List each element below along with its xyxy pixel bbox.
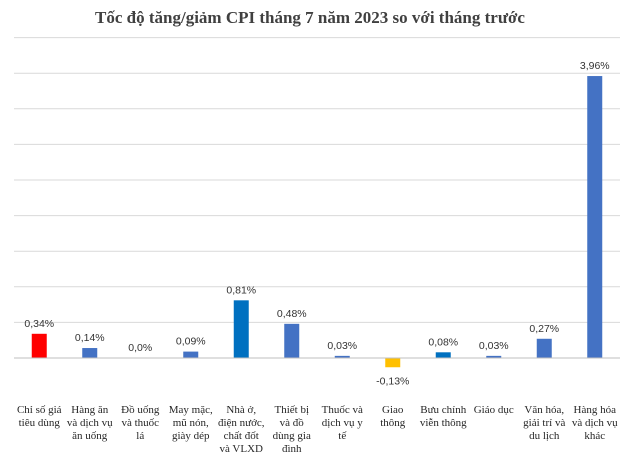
category-label-line: lá: [136, 430, 144, 442]
data-label: 0,27%: [529, 323, 559, 335]
data-label: -0,13%: [376, 375, 409, 387]
data-label: 0,48%: [277, 308, 307, 320]
category-label-line: Giao: [382, 404, 404, 416]
category-label-line: ăn uống: [72, 430, 108, 442]
category-label-line: thông: [380, 417, 406, 429]
data-label: 0,03%: [327, 340, 357, 352]
category-label-line: du lịch: [529, 430, 560, 442]
category-label-line: mũ nón,: [173, 417, 209, 429]
bar: [385, 358, 401, 368]
data-label: 0,81%: [226, 284, 256, 296]
category-label: Văn hóa, giải trí và du lịch: [523, 404, 565, 442]
data-label: 0,09%: [176, 336, 206, 348]
data-label: 0,34%: [24, 318, 54, 330]
category-label: Nhà ở, điện nước, chất đốt và VLXD: [218, 404, 265, 455]
category-label-line: và thuốc: [121, 417, 159, 429]
category-label-line: và dịch vụ: [67, 417, 113, 429]
category-label-line: giày dép: [172, 430, 210, 442]
bar: [183, 351, 199, 358]
data-label: 0,14%: [75, 332, 105, 344]
bar: [486, 355, 502, 358]
category-label: Bưu chính viễn thông: [420, 404, 467, 429]
category-label-line: giải trí và: [523, 417, 565, 429]
category-label-line: dùng gia: [273, 430, 311, 442]
bar: [435, 352, 451, 358]
bar: [587, 76, 603, 358]
category-label-line: Hàng ăn: [71, 404, 108, 416]
category-label-line: Nhà ở,: [226, 404, 256, 416]
category-label-line: tế: [338, 430, 347, 442]
category-label-line: Thuốc và: [322, 404, 363, 416]
category-label-line: May mặc,: [169, 404, 213, 416]
category-label-line: Giáo dục: [474, 404, 514, 416]
bar: [31, 333, 47, 358]
category-label-line: viễn thông: [420, 417, 467, 429]
category-label-line: đình: [282, 443, 302, 455]
category-label: Giao thông: [380, 404, 406, 429]
data-label: 0,03%: [479, 340, 509, 352]
category-label-line: điện nước,: [218, 417, 265, 429]
bar: [284, 323, 300, 358]
category-label: Chỉ số giá tiêu dùng: [17, 404, 62, 429]
bar: [82, 348, 98, 358]
bar: [233, 300, 249, 358]
category-label: Thuốc và dịch vụ y tế: [322, 404, 364, 442]
category-label: Đồ uống và thuốc lá: [121, 404, 160, 442]
category-label: Thiết bị và đồ dùng gia đình: [273, 404, 311, 455]
category-label-line: dịch vụ y: [322, 417, 363, 429]
chart-title: Tốc độ tăng/giảm CPI tháng 7 năm 2023 so…: [95, 8, 525, 27]
category-label-line: khác: [584, 430, 605, 442]
category-label-line: Hàng hóa: [574, 404, 617, 416]
bars: [31, 76, 603, 368]
category-label: May mặc, mũ nón, giày dép: [169, 404, 213, 442]
data-label: 0,08%: [428, 336, 458, 348]
category-label: Hàng ăn và dịch vụ ăn uống: [67, 404, 113, 442]
category-label-line: Đồ uống: [121, 404, 160, 416]
category-label-line: chất đốt: [224, 430, 259, 442]
bar: [334, 355, 350, 358]
category-label-line: và dịch vụ: [572, 417, 618, 429]
gridlines: [14, 37, 620, 323]
category-label-line: và VLXD: [220, 443, 264, 455]
data-label: 3,96%: [580, 60, 610, 72]
data-labels: 0,34% 0,14% 0,0% 0,09% 0,81% 0,48% 0,03% -0,13%…: [24, 60, 609, 387]
category-label-line: Thiết bị: [274, 404, 309, 416]
category-label: Giáo dục: [474, 404, 514, 416]
category-label-line: và đồ: [280, 417, 305, 429]
category-label-line: Văn hóa,: [524, 404, 564, 416]
category-label-line: tiêu dùng: [19, 417, 61, 429]
bar: [536, 338, 552, 358]
category-label: Hàng hóa và dịch vụ khác: [572, 404, 618, 442]
data-label: 0,0%: [128, 342, 152, 354]
category-label-line: Bưu chính: [420, 404, 466, 416]
category-label-line: Chỉ số giá: [17, 404, 62, 416]
